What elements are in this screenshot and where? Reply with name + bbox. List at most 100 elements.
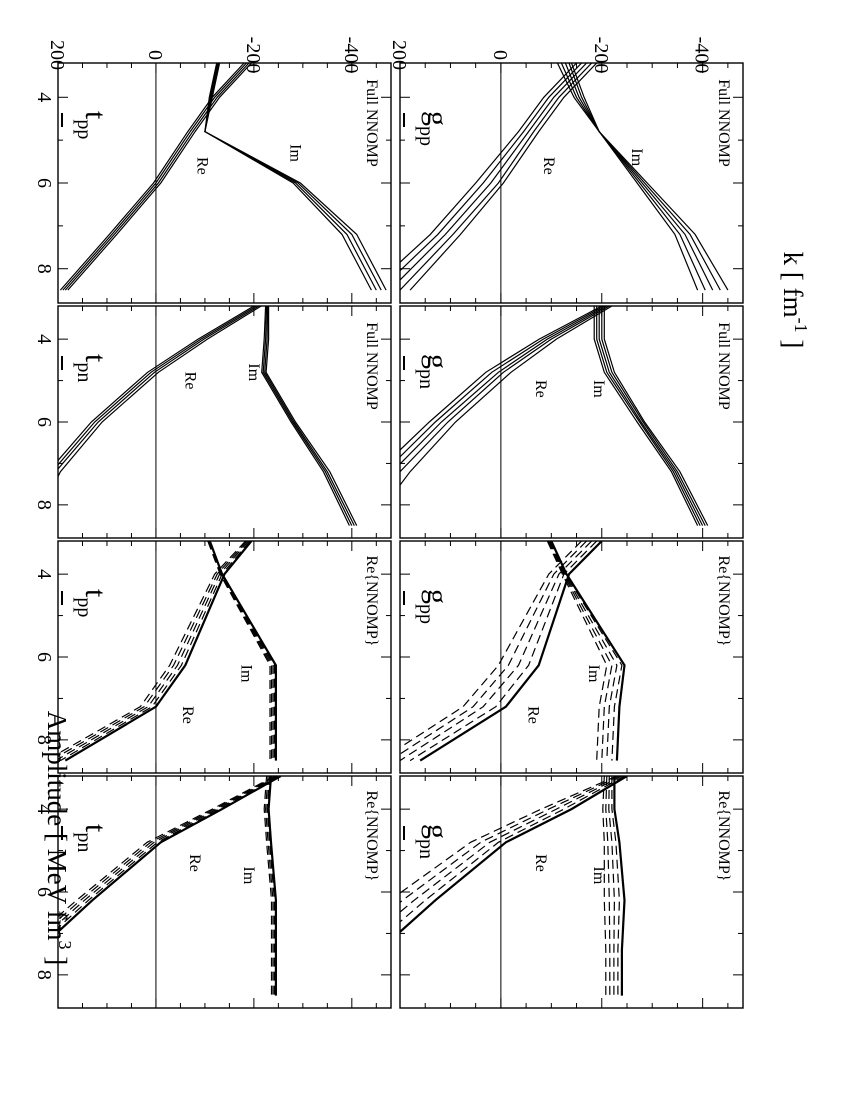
series-label: Re xyxy=(532,854,549,872)
panel-title-base: g xyxy=(421,354,454,369)
series-re-line xyxy=(62,63,247,291)
series-re-line xyxy=(400,776,618,894)
panel-frame xyxy=(399,540,744,774)
x-axis-label-text: k [ fm xyxy=(778,252,808,318)
panel-bottom-4: 4 6 8 Re Im tpn Re{NNOMP} xyxy=(33,775,392,1009)
series-im-line xyxy=(265,306,358,526)
series-im-line xyxy=(570,63,699,291)
panel-note: Full NNOMP xyxy=(715,79,732,167)
series-re-line xyxy=(400,63,588,281)
x-tick-label: 4 xyxy=(33,569,55,579)
panel-note: Re{NNOMP} xyxy=(715,791,732,882)
series-re-line xyxy=(58,541,249,760)
series-im-line xyxy=(568,63,706,291)
panel-title-base: g xyxy=(421,111,454,126)
series-im-line xyxy=(550,541,626,761)
curves xyxy=(59,63,387,291)
panel-title-base: g xyxy=(421,589,454,604)
panel-title: tpn xyxy=(73,354,112,382)
series-re-line xyxy=(400,306,605,458)
series-re-line xyxy=(419,541,603,762)
panel-title-sub: pp xyxy=(73,597,95,617)
series-re-line xyxy=(64,541,253,762)
x-tick-label: 4 xyxy=(33,804,55,814)
series-label: Re xyxy=(532,380,549,398)
y-axis-label-sup: 3 xyxy=(55,940,75,949)
panel-title-sub: pn xyxy=(73,832,95,852)
series-im-line xyxy=(261,306,350,526)
series-im-line xyxy=(204,63,382,291)
panel-title-sub: pp xyxy=(415,604,437,624)
panel-title-sub: pn xyxy=(415,839,437,859)
series-im-line xyxy=(598,306,704,526)
x-tick-label: 6 xyxy=(33,178,55,188)
series-label: Re xyxy=(186,854,203,872)
series-re-line xyxy=(400,306,613,487)
y-axis-label-end: ] xyxy=(42,949,72,965)
series-label: Re xyxy=(179,706,196,724)
series-re-line xyxy=(400,306,608,465)
series-re-line xyxy=(58,776,282,934)
page-labels: Amplitude [ MeV fm3 ] k [ fm-1 ] xyxy=(42,252,811,966)
series-im-line xyxy=(549,541,623,761)
y-tick-label: 200 xyxy=(46,40,68,70)
panel-title-sub: pn xyxy=(73,362,95,382)
series-im-line xyxy=(560,63,721,291)
panel-title: gpp xyxy=(415,111,454,146)
panel-top-1: 200 0 -200 -400 Re Im gpp Full NNOMP xyxy=(388,37,744,304)
panel-note: Full NNOMP xyxy=(715,322,732,410)
series-re-line xyxy=(400,306,603,451)
series-label: Im xyxy=(245,363,262,381)
x-tick-label: 4 xyxy=(33,334,55,344)
panel-title-base: g xyxy=(421,824,454,839)
x-tick-label: 4 xyxy=(33,92,55,102)
series-re-line xyxy=(58,541,248,758)
y-tick-label: -400 xyxy=(340,37,362,74)
series-re-line xyxy=(60,541,251,762)
series-im-line xyxy=(207,541,271,761)
y-axis-label: Amplitude [ MeV fm3 ] xyxy=(42,711,75,965)
series-im-line xyxy=(564,63,714,291)
series-re-line xyxy=(58,776,276,918)
series-re-line xyxy=(400,776,620,904)
y-tick-label: 200 xyxy=(388,40,410,70)
panel-top-3: Re Im gpp Re{NNOMP} xyxy=(399,540,744,774)
series-re-line xyxy=(400,63,593,291)
panel-bottom-3: 4 6 8 Re Im tpp Re{NNOMP} xyxy=(33,540,392,774)
panel-note: Re{NNOMP} xyxy=(715,556,732,647)
series-re-line xyxy=(58,306,255,462)
panel-note: Full NNOMP xyxy=(363,79,380,167)
series-im-line xyxy=(556,63,729,291)
panel-note: Re{NNOMP} xyxy=(363,791,380,882)
series-re-line xyxy=(58,306,262,478)
series-im-line xyxy=(208,541,277,761)
x-tick-label: 6 xyxy=(33,417,55,427)
y-tick-label: 0 xyxy=(489,50,511,60)
panel-title-sub: pp xyxy=(73,119,95,139)
series-re-line xyxy=(400,776,623,913)
series-re-line xyxy=(400,541,583,749)
series-re-line xyxy=(64,63,250,291)
series-re-line xyxy=(400,776,628,934)
series-im-line xyxy=(611,776,621,996)
series-label: Im xyxy=(238,665,255,683)
x-tick-label: 8 xyxy=(33,970,55,980)
series-im-line xyxy=(208,541,275,761)
series-re-line xyxy=(400,541,593,762)
series-label: Re xyxy=(540,157,557,175)
series-im-line xyxy=(547,541,613,761)
x-tick-label: 8 xyxy=(33,500,55,510)
series-im-line xyxy=(262,306,353,526)
panel-bottom-2: 4 6 8 Re Im tpn Full NNOMP xyxy=(33,305,392,539)
curves xyxy=(400,63,729,291)
series-re-line xyxy=(409,63,598,291)
x-tick-label: 6 xyxy=(33,887,55,897)
series-re-line xyxy=(58,306,257,466)
panel-title: gpp xyxy=(415,589,454,624)
x-tick-label: 8 xyxy=(33,264,55,274)
x-axis-label-end: ] xyxy=(778,333,808,349)
panel-note: Re{NNOMP} xyxy=(363,556,380,647)
panel-frame xyxy=(57,62,392,304)
